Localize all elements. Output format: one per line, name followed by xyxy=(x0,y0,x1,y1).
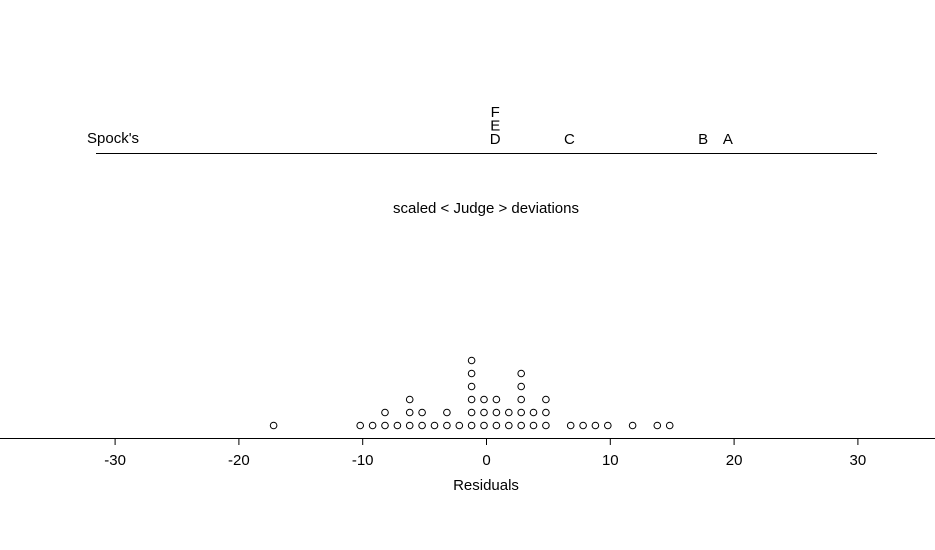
residual-dot xyxy=(418,421,426,430)
judge-point-label: E xyxy=(490,118,500,135)
residual-dot xyxy=(492,421,501,430)
residual-dot xyxy=(529,408,538,417)
residual-dot xyxy=(591,421,600,430)
residuals-panel: -30 -20 -10 0 10 20 30 Residuals xyxy=(0,356,935,494)
residual-dot xyxy=(269,421,278,430)
residual-dot xyxy=(480,421,488,430)
residual-dot xyxy=(505,421,513,430)
residual-dot xyxy=(579,421,587,430)
residual-dot xyxy=(604,421,612,430)
residual-dot xyxy=(467,382,476,391)
panel-title: scaled < Judge > deviations xyxy=(393,200,579,217)
residual-dot xyxy=(405,421,414,430)
row-label: Spock's xyxy=(87,130,139,147)
x-tick-label: -30 xyxy=(104,452,126,469)
residual-dot xyxy=(405,408,414,417)
residual-dot xyxy=(467,421,476,430)
residual-dot xyxy=(492,408,501,417)
residual-dot xyxy=(381,421,389,430)
residual-dot xyxy=(505,408,513,417)
judge-points: AB C DEF xyxy=(490,104,733,148)
residual-dot xyxy=(455,421,464,430)
judge-point-label: B xyxy=(698,131,708,148)
x-tick-label: 10 xyxy=(602,452,619,469)
residual-dot xyxy=(517,395,526,404)
residual-dot xyxy=(443,421,451,430)
judge-point-label: D xyxy=(490,131,501,148)
residual-dot xyxy=(443,408,451,417)
x-tick-label: 30 xyxy=(850,452,867,469)
residual-dot xyxy=(467,408,476,417)
residual-dot xyxy=(480,395,488,404)
residual-dot xyxy=(356,421,365,430)
judge-point-label: C xyxy=(564,131,575,148)
x-axis-ticks: -30 -20 -10 0 10 20 30 xyxy=(104,438,867,469)
x-tick-label: -10 xyxy=(352,452,374,469)
residual-dot xyxy=(517,382,526,391)
x-tick-label: 0 xyxy=(482,452,490,469)
residual-dot xyxy=(467,356,476,365)
residual-dot xyxy=(492,395,501,404)
residual-dot xyxy=(542,395,550,404)
residual-dot xyxy=(381,408,389,417)
residual-dot xyxy=(467,369,476,378)
residual-dot xyxy=(480,408,488,417)
residual-dot xyxy=(393,421,402,430)
residual-dot xyxy=(430,421,439,430)
x-axis-label: Residuals xyxy=(453,477,519,494)
residual-dot xyxy=(566,421,575,430)
residual-dots xyxy=(269,356,674,430)
judge-deviation-panel: Spock's scaled < Judge > deviations AB C D… xyxy=(87,104,877,217)
residual-dot xyxy=(418,408,426,417)
residual-dot xyxy=(467,395,476,404)
residual-dot xyxy=(517,369,526,378)
residual-dot xyxy=(653,421,662,430)
residual-dot xyxy=(517,421,526,430)
residual-dot xyxy=(542,408,550,417)
residual-dot xyxy=(368,421,377,430)
x-tick-label: 20 xyxy=(726,452,743,469)
residual-dot xyxy=(628,421,637,430)
residual-dot xyxy=(517,408,526,417)
x-tick-label: -20 xyxy=(228,452,250,469)
judge-point-label: A xyxy=(723,131,733,148)
residual-dot xyxy=(542,421,550,430)
judge-point-label: F xyxy=(491,104,500,121)
residual-dot xyxy=(665,421,674,430)
residual-dot xyxy=(405,395,414,404)
residual-dot xyxy=(529,421,538,430)
